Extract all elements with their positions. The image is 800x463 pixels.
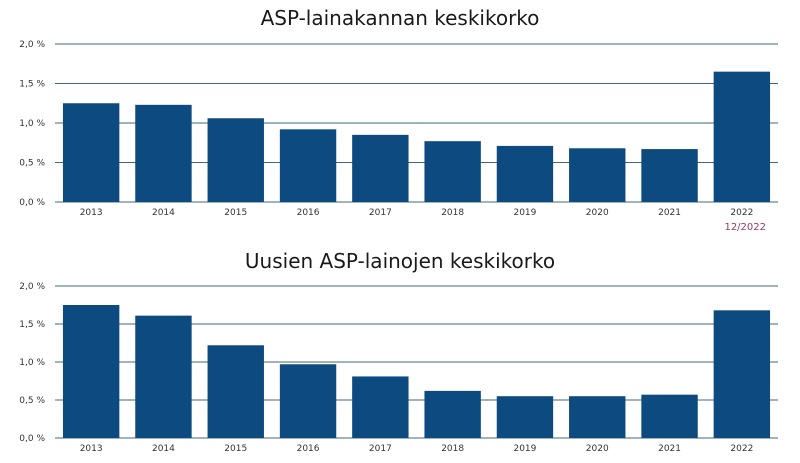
- bar-2013: [62, 103, 120, 202]
- y-tick-label: 2,0 %: [19, 282, 45, 292]
- x-axis-ticks: 2013 2014 2015 2016 2017 2018 2019 2020 2021 2022: [80, 208, 754, 218]
- bar-2015: [207, 118, 264, 202]
- chart-uudet-lainat: Uusien ASP-lainojen keskikorko 0,0 % 0,5 …: [19, 249, 778, 454]
- y-tick-label: 0,0 %: [19, 198, 45, 208]
- x-tick-label: 2018: [441, 208, 464, 218]
- bar-2019: [496, 145, 554, 202]
- bar-2022: [713, 71, 771, 203]
- y-tick-label: 2,0 %: [19, 40, 45, 50]
- bar-2014: [135, 315, 192, 438]
- bar-2014: [135, 104, 192, 202]
- bar-2015: [207, 345, 264, 438]
- chart-lainakanta: ASP-lainakannan keskikorko 0,0 % 0,5 % 1,0…: [19, 6, 778, 233]
- y-tick-label: 0,0 %: [19, 434, 45, 444]
- bars: [62, 71, 771, 203]
- x-tick-label: 2013: [80, 208, 103, 218]
- x-tick-label: 2016: [297, 208, 320, 218]
- y-tick-label: 0,5 %: [19, 396, 45, 406]
- bar-2018: [424, 390, 481, 438]
- x-tick-label: 2018: [441, 444, 464, 454]
- chart-title: ASP-lainakannan keskikorko: [261, 6, 540, 30]
- x-tick-label: 2022: [730, 208, 753, 218]
- bar-2021: [641, 394, 698, 438]
- bar-2022: [713, 310, 771, 438]
- y-tick-label: 1,5 %: [19, 80, 45, 90]
- chart-title: Uusien ASP-lainojen keskikorko: [245, 249, 555, 273]
- x-tick-label: 2022: [730, 444, 753, 454]
- y-axis-ticks: 0,0 % 0,5 % 1,0 % 1,5 % 2,0 %: [19, 282, 45, 444]
- bar-2013: [62, 305, 120, 438]
- bar-2016: [279, 364, 337, 438]
- x-tick-label: 2019: [513, 444, 536, 454]
- period-note: 12/2022: [724, 222, 766, 233]
- bars: [62, 305, 771, 438]
- x-tick-label: 2017: [369, 444, 392, 454]
- y-tick-label: 0,5 %: [19, 159, 45, 169]
- bar-2017: [352, 376, 409, 438]
- x-tick-label: 2020: [586, 208, 609, 218]
- bar-2017: [352, 134, 409, 202]
- bar-2020: [569, 148, 626, 202]
- y-axis-ticks: 0,0 % 0,5 % 1,0 % 1,5 % 2,0 %: [19, 40, 45, 208]
- y-tick-label: 1,0 %: [19, 119, 45, 129]
- bar-2019: [496, 396, 554, 438]
- x-tick-label: 2021: [658, 444, 681, 454]
- y-tick-label: 1,5 %: [19, 320, 45, 330]
- bar-2016: [279, 129, 337, 202]
- bar-2020: [569, 396, 626, 438]
- bar-2018: [424, 141, 481, 202]
- x-tick-label: 2016: [297, 444, 320, 454]
- x-tick-label: 2021: [658, 208, 681, 218]
- bar-2021: [641, 149, 698, 202]
- x-tick-label: 2014: [152, 444, 175, 454]
- x-tick-label: 2014: [152, 208, 175, 218]
- x-tick-label: 2015: [224, 444, 247, 454]
- x-tick-label: 2013: [80, 444, 103, 454]
- x-tick-label: 2019: [513, 208, 536, 218]
- x-tick-label: 2020: [586, 444, 609, 454]
- x-axis-ticks: 2013 2014 2015 2016 2017 2018 2019 2020 2021 2022: [80, 444, 754, 454]
- x-tick-label: 2017: [369, 208, 392, 218]
- y-tick-label: 1,0 %: [19, 358, 45, 368]
- x-tick-label: 2015: [224, 208, 247, 218]
